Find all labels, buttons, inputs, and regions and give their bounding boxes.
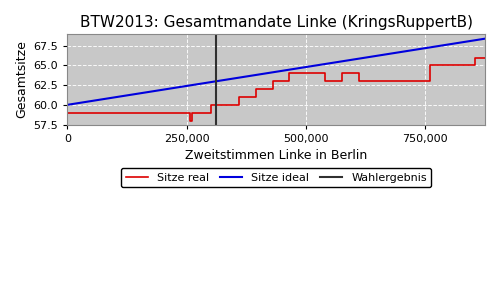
Sitze real <box>389 80 395 83</box>
Sitze real <box>190 111 196 115</box>
X-axis label: Zweitstimmen Linke in Berlin: Zweitstimmen Linke in Berlin <box>185 149 368 162</box>
Sitze real <box>308 71 314 75</box>
Sitze real <box>208 111 214 115</box>
Sitze real <box>380 80 386 83</box>
Sitze real <box>286 71 292 75</box>
Sitze real <box>427 80 433 83</box>
Sitze real <box>356 80 362 83</box>
Sitze real <box>308 71 314 75</box>
Sitze real <box>286 80 292 83</box>
Sitze real <box>456 64 462 67</box>
Sitze real <box>389 80 395 83</box>
Sitze real <box>434 64 440 67</box>
Line: Sitze real: Sitze real <box>68 58 485 121</box>
Sitze real <box>370 80 376 83</box>
Sitze real <box>434 64 440 67</box>
Sitze real <box>472 64 478 67</box>
Sitze real <box>456 64 462 67</box>
Sitze real <box>270 87 276 91</box>
Sitze real <box>208 103 214 106</box>
Sitze real <box>396 80 402 83</box>
Sitze real <box>339 80 345 83</box>
Sitze real <box>214 103 220 106</box>
Sitze real <box>188 111 194 115</box>
Sitze real <box>322 80 328 83</box>
Sitze real <box>236 95 242 99</box>
Legend: Sitze real, Sitze ideal, Wahlergebnis: Sitze real, Sitze ideal, Wahlergebnis <box>121 168 432 187</box>
Sitze real <box>322 71 328 75</box>
Y-axis label: Gesamtsitze: Gesamtsitze <box>15 40 28 118</box>
Sitze real <box>236 103 242 106</box>
Sitze real <box>179 111 185 115</box>
Sitze real <box>179 111 185 115</box>
Sitze real <box>332 80 338 83</box>
Sitze real <box>253 95 259 99</box>
Sitze real <box>370 80 376 83</box>
Sitze real <box>482 56 488 59</box>
Sitze real <box>339 71 345 75</box>
Sitze real <box>188 119 194 122</box>
Title: BTW2013: Gesamtmandate Linke (KringsRuppertB): BTW2013: Gesamtmandate Linke (KringsRupp… <box>80 15 472 30</box>
Sitze real <box>253 87 259 91</box>
Sitze real <box>332 80 338 83</box>
Sitze real <box>472 56 478 59</box>
Sitze real <box>396 80 402 83</box>
Sitze real <box>482 56 488 59</box>
Sitze real <box>214 103 220 106</box>
Sitze real <box>64 111 70 115</box>
Sitze real <box>190 119 196 122</box>
Sitze real <box>356 71 362 75</box>
Sitze real <box>427 64 433 67</box>
Sitze real <box>380 80 386 83</box>
Sitze real <box>270 80 276 83</box>
